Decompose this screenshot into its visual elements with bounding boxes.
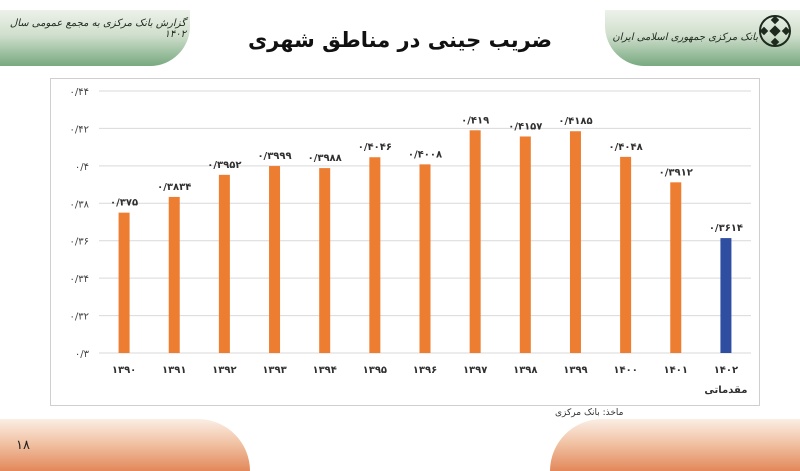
header-banner-right: [605, 10, 800, 66]
value-label: ۰/۳۹۹۹: [257, 151, 291, 162]
x-tick-label: ۱۳۹۰: [112, 365, 136, 376]
x-tick-label: ۱۳۹۷: [463, 365, 487, 376]
bar: [419, 164, 431, 353]
bar: [670, 182, 682, 353]
value-label: ۰/۴۱۹: [461, 115, 489, 126]
bar: [269, 166, 281, 353]
chart-frame: ۰/۳ ۰/۳۲ ۰/۳۴ ۰/۳۶ ۰/۳۸ ۰/۴ ۰/۴۲ ۰/۴۴ ۰/۳۷۵ ۱۳۹۰ ۰…: [50, 78, 760, 406]
value-label: ۰/۴۰۰۸: [408, 149, 442, 160]
x-tick-label: ۱۳۹۱: [162, 365, 186, 376]
y-tick-label: ۰/۳۸: [70, 199, 90, 210]
value-label: ۰/۳۷۵: [110, 198, 138, 209]
bar: [720, 238, 732, 353]
x-tick-label: ۱۴۰۲: [714, 365, 738, 376]
bank-logo-icon: [759, 15, 791, 47]
y-tick-label: ۰/۳۶: [70, 237, 89, 248]
page-number: ۱۸: [16, 438, 30, 453]
x-tick-label: ۱۳۹۹: [563, 365, 587, 376]
bank-name: بانک مرکزی جمهوری اسلامی ایران: [612, 32, 758, 43]
footer-banner-left: [0, 419, 250, 471]
bar: [469, 130, 481, 353]
y-tick-label: ۰/۴۲: [70, 124, 89, 135]
value-label: ۰/۳۹۵۲: [207, 160, 241, 171]
value-label: ۰/۴۱۸۵: [558, 116, 592, 127]
bar: [620, 156, 632, 353]
x-tick-label: ۱۳۹۳: [262, 365, 286, 376]
header-banner-left: [0, 10, 190, 66]
bar: [319, 168, 331, 353]
page-title: ضریب جینی در مناطق شهری: [247, 28, 553, 52]
x-tick-label: ۱۳۹۴: [312, 365, 336, 376]
bar: [569, 131, 581, 353]
bar: [369, 157, 381, 353]
x-tick-label: ۱۳۹۶: [413, 365, 437, 376]
value-label: ۰/۳۹۱۲: [659, 167, 693, 178]
bar: [218, 174, 230, 353]
y-tick-label: ۰/۳: [75, 349, 90, 360]
gini-bar-chart: ۰/۳ ۰/۳۲ ۰/۳۴ ۰/۳۶ ۰/۳۸ ۰/۴ ۰/۴۲ ۰/۴۴ ۰/۳۷۵ ۱۳۹۰ ۰…: [70, 87, 751, 396]
x-tick-label: ۱۳۹۸: [513, 365, 537, 376]
value-label: ۰/۴۰۴۸: [609, 142, 643, 153]
y-tick-label: ۰/۴۴: [70, 87, 89, 98]
value-label: ۰/۴۱۵۷: [508, 121, 542, 132]
value-label: ۰/۳۹۸۸: [308, 153, 342, 164]
value-label: ۰/۴۰۴۶: [358, 142, 392, 153]
footer-banner-right: [550, 419, 800, 471]
bar: [519, 136, 531, 353]
x-tick-label: ۱۳۹۲: [212, 365, 236, 376]
bar: [168, 196, 180, 353]
x-tick-label: ۱۳۹۵: [363, 365, 387, 376]
x-tick-label: ۱۴۰۱: [664, 365, 688, 376]
x-tick-note: مقدماتی: [704, 385, 747, 396]
value-label: ۰/۳۸۳۴: [157, 182, 191, 193]
source-note: ماخذ: بانک مرکزی: [555, 408, 624, 418]
report-caption: گزارش بانک مرکزی به مجمع عمومی سال ۱۴۰۲: [9, 18, 186, 40]
y-tick-label: ۰/۴: [75, 162, 89, 173]
value-label: ۰/۳۶۱۴: [709, 223, 743, 234]
y-tick-label: ۰/۳۲: [70, 312, 89, 323]
x-tick-label: ۱۴۰۰: [613, 365, 637, 376]
bar: [118, 212, 130, 353]
y-tick-label: ۰/۳۴: [70, 274, 89, 285]
